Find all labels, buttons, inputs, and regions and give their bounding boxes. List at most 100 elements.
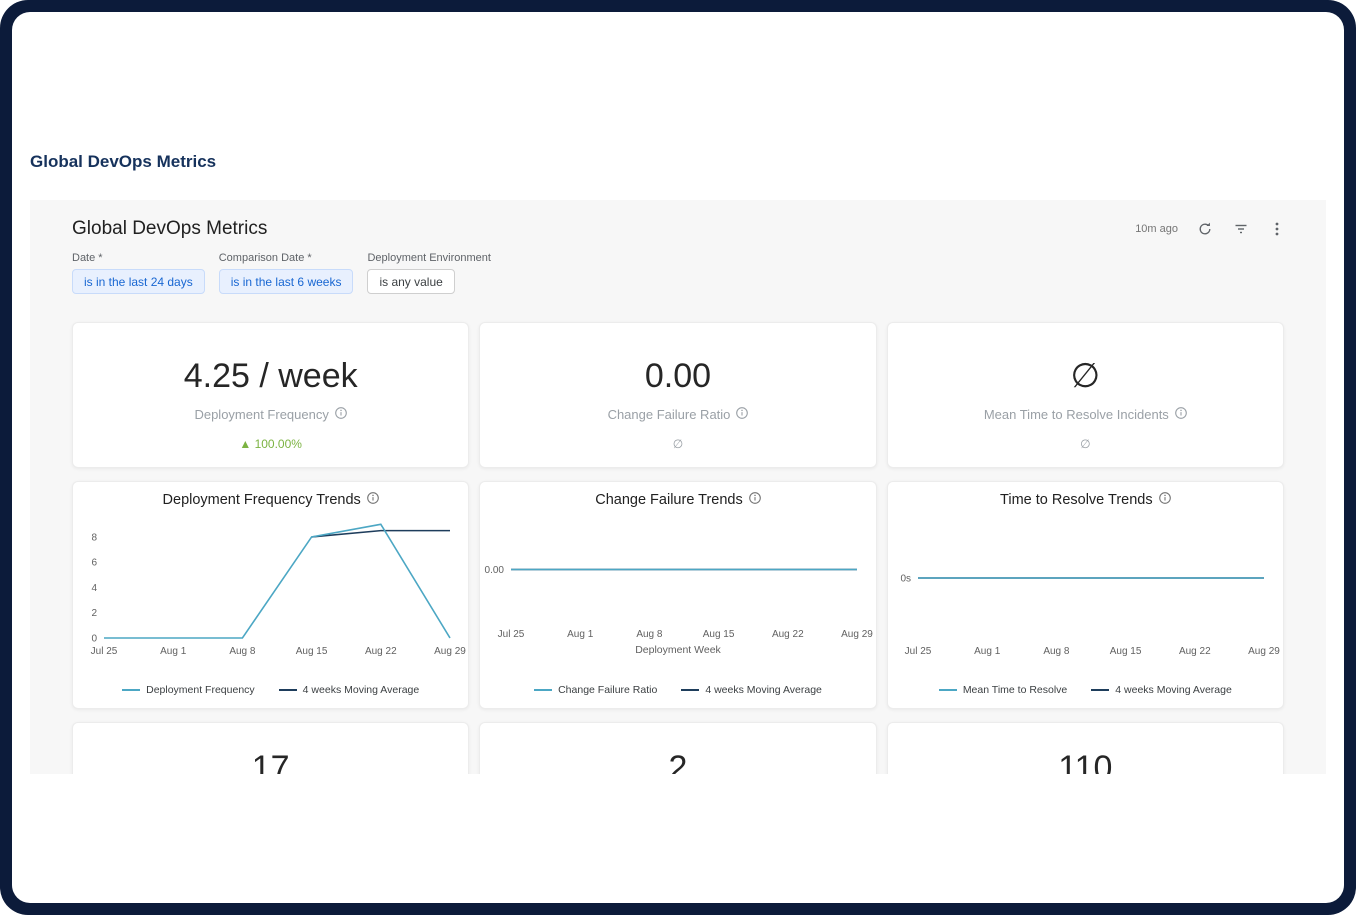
svg-text:Aug 8: Aug 8 <box>1044 646 1071 657</box>
chart-legend: Mean Time to Resolve 4 weeks Moving Aver… <box>938 684 1232 696</box>
chart-title-text: Time to Resolve Trends <box>1000 492 1153 508</box>
svg-text:0s: 0s <box>901 574 912 585</box>
dashboard-actions: 10m ago <box>1135 220 1286 238</box>
svg-text:4: 4 <box>91 583 97 594</box>
legend-label: Mean Time to Resolve <box>962 684 1068 696</box>
svg-text:Aug 22: Aug 22 <box>1179 646 1211 657</box>
chart-title: Time to Resolve Trends <box>1000 492 1171 508</box>
svg-text:Jul 25: Jul 25 <box>905 646 932 657</box>
svg-text:Aug 1: Aug 1 <box>974 646 1001 657</box>
legend-label: 4 weeks Moving Average <box>1115 684 1232 696</box>
svg-text:Jul 25: Jul 25 <box>498 629 525 640</box>
legend-swatch <box>1091 689 1110 691</box>
kpi-label: Mean Time to Resolve Incidents <box>984 407 1187 422</box>
legend-label: Deployment Frequency <box>146 684 255 696</box>
kpi-value: ∅ <box>1070 357 1101 395</box>
line-chart-change-failure: 0.00 Jul 25 Aug 1 Aug 8 Aug 15 Aug 22 Aug 29 <box>485 565 873 640</box>
kpi-card-change-failure-ratio: 0.00 Change Failure Ratio ∅ <box>479 322 877 468</box>
svg-text:Aug 15: Aug 15 <box>295 646 327 657</box>
svg-text:8: 8 <box>91 532 97 543</box>
kpi-label-text: Change Failure Ratio <box>607 407 731 422</box>
filter-date: Date * is in the last 24 days <box>72 252 205 294</box>
filter-date-chip[interactable]: is in the last 24 days <box>72 269 205 294</box>
dashboard-title: Global DevOps Metrics <box>72 218 268 239</box>
legend-swatch <box>681 689 700 691</box>
svg-text:0.00: 0.00 <box>485 565 505 576</box>
page-title: Global DevOps Metrics <box>30 152 217 171</box>
svg-text:0: 0 <box>91 634 97 645</box>
kpi-value: 110 <box>1058 749 1113 774</box>
legend-item[interactable]: 4 weeks Moving Average <box>681 684 822 696</box>
kpi-label: Deployment Frequency <box>194 407 347 422</box>
info-icon[interactable] <box>736 407 749 422</box>
kpi-card-bottom-1: 17 <box>72 722 470 774</box>
svg-text:6: 6 <box>91 558 97 569</box>
filter-deployment-environment-chip[interactable]: is any value <box>367 269 455 294</box>
kpi-label-text: Mean Time to Resolve Incidents <box>983 407 1169 422</box>
legend-label: 4 weeks Moving Average <box>705 684 822 696</box>
info-icon[interactable] <box>335 407 347 422</box>
kpi-card-deployment-frequency: 4.25 / week Deployment Frequency ▲ 100.0… <box>72 322 470 468</box>
svg-text:Aug 29: Aug 29 <box>434 646 466 657</box>
filter-deployment-environment-label: Deployment Environment <box>367 252 491 264</box>
chart-title-text: Deployment Frequency Trends <box>162 492 361 508</box>
info-icon[interactable] <box>366 492 379 508</box>
svg-text:Aug 15: Aug 15 <box>703 629 735 640</box>
kpi-card-bottom-3: 110 <box>886 722 1284 774</box>
kebab-menu-icon[interactable] <box>1268 220 1286 238</box>
svg-text:Aug 29: Aug 29 <box>1248 646 1280 657</box>
kpi-label-text: Deployment Frequency <box>194 407 329 422</box>
refresh-icon[interactable] <box>1196 220 1214 238</box>
svg-text:Aug 29: Aug 29 <box>841 629 873 640</box>
legend-swatch <box>122 689 141 691</box>
info-icon[interactable] <box>1174 407 1187 422</box>
chart-card-time-to-resolve-trends: Time to Resolve Trends 0s Jul 25 Aug 1 Aug … <box>886 481 1284 709</box>
kpi-card-mean-time-to-resolve: ∅ Mean Time to Resolve Incidents ∅ <box>886 322 1284 468</box>
svg-text:Aug 15: Aug 15 <box>1110 646 1142 657</box>
kpi-value: 17 <box>251 749 290 774</box>
svg-text:Aug 8: Aug 8 <box>636 629 663 640</box>
legend-item[interactable]: Deployment Frequency <box>122 684 255 696</box>
legend-item[interactable]: Change Failure Ratio <box>534 684 657 696</box>
chart-title-text: Change Failure Trends <box>595 492 743 508</box>
chart-title: Change Failure Trends <box>595 492 761 508</box>
kpi-label: Change Failure Ratio <box>608 407 749 422</box>
svg-text:Aug 1: Aug 1 <box>567 629 594 640</box>
legend-item[interactable]: Mean Time to Resolve <box>938 684 1068 696</box>
chart-legend: Change Failure Ratio 4 weeks Moving Aver… <box>534 684 822 696</box>
dashboard-panel: Global DevOps Metrics 10m ago Date * is … <box>30 200 1326 774</box>
page-sheet: Global DevOps Metrics Global DevOps Metr… <box>12 12 1344 903</box>
kpi-delta: ∅ <box>1080 437 1091 451</box>
card-grid: 4.25 / week Deployment Frequency ▲ 100.0… <box>72 322 1284 774</box>
legend-swatch <box>938 689 957 691</box>
legend-swatch <box>534 689 553 691</box>
kpi-delta: ∅ <box>672 437 684 451</box>
legend-item[interactable]: 4 weeks Moving Average <box>1091 684 1232 696</box>
filter-comparison-date-chip[interactable]: is in the last 6 weeks <box>218 269 354 294</box>
filter-bar: Date * is in the last 24 days Comparison… <box>72 252 491 294</box>
info-icon[interactable] <box>1158 492 1171 508</box>
svg-text:Aug 22: Aug 22 <box>365 646 397 657</box>
chart-card-change-failure-trends: Change Failure Trends 0.00 Jul 25 Aug 1 Aug… <box>479 481 877 709</box>
legend-label: 4 weeks Moving Average <box>302 684 420 696</box>
kpi-delta: ▲ 100.00% <box>239 437 302 451</box>
line-chart-time-to-resolve: 0s Jul 25 Aug 1 Aug 8 Aug 15 Aug 22 Aug 29 <box>901 574 1281 658</box>
kpi-value: 0.00 <box>644 357 712 395</box>
info-icon[interactable] <box>748 492 761 508</box>
chart-legend: Deployment Frequency 4 weeks Moving Aver… <box>122 684 419 696</box>
chart-title: Deployment Frequency Trends <box>163 492 379 508</box>
svg-text:Aug 1: Aug 1 <box>160 646 187 657</box>
line-chart-deployment-frequency: 0 2 4 6 8 Jul 25 Aug 1 Aug 8 Aug 15 Aug 22 Aug 29 <box>90 523 466 657</box>
legend-label: Change Failure Ratio <box>558 684 658 696</box>
last-refresh-label: 10m ago <box>1135 223 1178 235</box>
svg-text:2: 2 <box>91 608 97 619</box>
kpi-value: 2 <box>668 749 688 774</box>
svg-text:Aug 8: Aug 8 <box>229 646 256 657</box>
legend-item[interactable]: 4 weeks Moving Average <box>278 684 420 696</box>
filter-date-label: Date * <box>72 252 103 264</box>
svg-text:Aug 22: Aug 22 <box>772 629 804 640</box>
kpi-value: 4.25 / week <box>183 357 358 395</box>
filter-icon[interactable] <box>1232 220 1250 238</box>
filter-comparison-date-label: Comparison Date * <box>218 252 312 264</box>
